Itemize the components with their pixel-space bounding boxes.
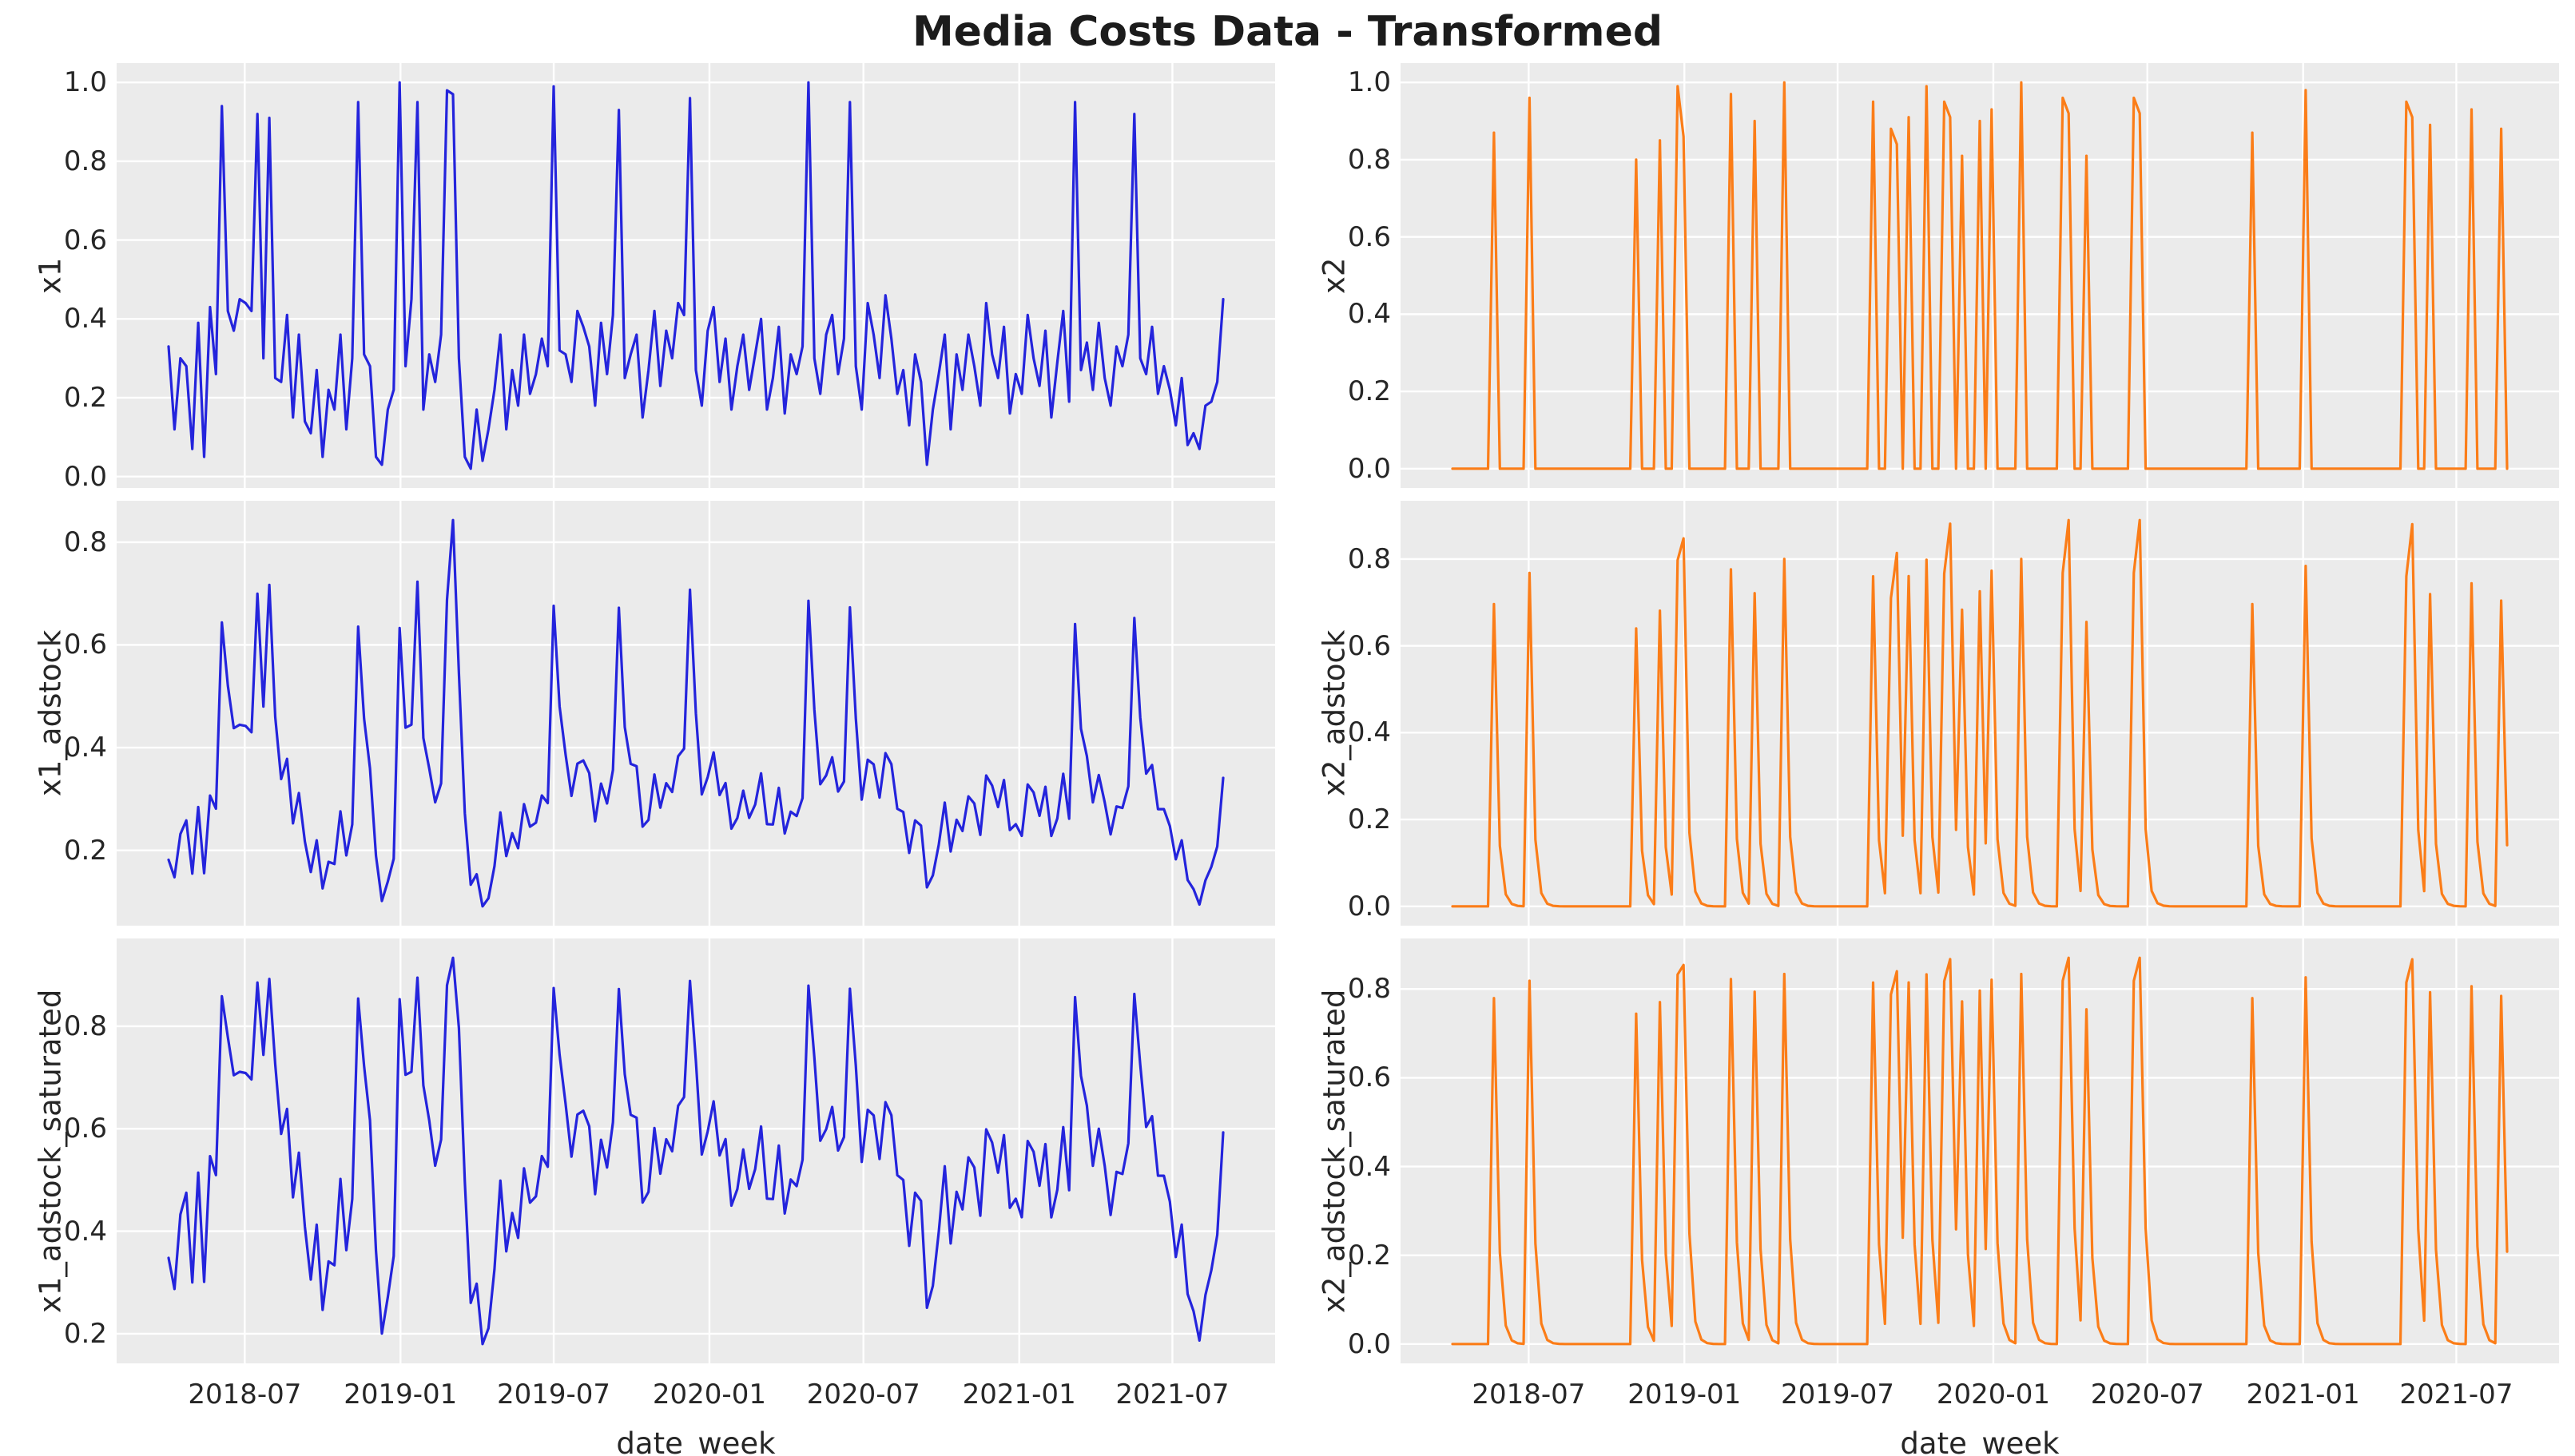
plot-area-x2 — [1401, 63, 2559, 488]
y-tick-label: 0.4 — [1347, 716, 1391, 749]
x-tick-label: 2020-07 — [2090, 1379, 2204, 1410]
series-line-x1_adstock — [167, 518, 1225, 908]
y-tick-label: 0.6 — [63, 629, 107, 661]
series-line-x1_adstock_saturated — [167, 956, 1225, 1346]
plot-area-x1-adstock — [117, 501, 1275, 926]
y-tick-label: 0.0 — [63, 460, 107, 493]
y-tick-label: 0.2 — [1347, 375, 1391, 408]
x-tick-label: 2021-07 — [1115, 1379, 1230, 1410]
y-tick-label: 0.6 — [1347, 220, 1391, 253]
y-tick-label: 1.0 — [63, 66, 107, 99]
plot-area-x1-adstock-saturated — [117, 938, 1275, 1363]
x-tick-label: 2019-07 — [496, 1379, 611, 1410]
x-axis-label-right: date_week — [1900, 1426, 2060, 1456]
plot-background — [117, 938, 1275, 1363]
x-tick-label: 2019-07 — [1780, 1379, 1895, 1410]
subplot-x2 — [1401, 63, 2559, 488]
y-tick-label: 0.8 — [63, 1010, 107, 1042]
y-tick-label: 0.0 — [1347, 890, 1391, 922]
y-tick-label: 0.2 — [63, 834, 107, 867]
plot-area-x2-adstock-saturated — [1401, 938, 2559, 1363]
subplot-x2-adstock — [1401, 501, 2559, 926]
figure-title: Media Costs Data - Transformed — [912, 8, 1663, 56]
x-tick-label: 2020-07 — [806, 1379, 920, 1410]
x-tick-label: 2019-01 — [344, 1379, 458, 1410]
y-tick-label: 0.8 — [1347, 542, 1391, 575]
series-line-x2_adstock — [1451, 518, 2509, 908]
x-tick-label: 2021-07 — [2399, 1379, 2513, 1410]
y-tick-label: 0.2 — [63, 1317, 107, 1350]
x-tick-label: 2018-07 — [1472, 1379, 1586, 1410]
y-tick-label: 0.8 — [1347, 143, 1391, 176]
x-tick-label: 2021-01 — [962, 1379, 1076, 1410]
x-axis-label-left: date_week — [616, 1426, 776, 1456]
series-line-x2 — [1451, 81, 2509, 470]
y-tick-label: 1.0 — [1347, 66, 1391, 99]
subplot-x1 — [117, 63, 1275, 488]
y-axis-label-x1-adstock-saturated: x1_adstock_saturated — [33, 989, 68, 1313]
y-tick-label: 0.4 — [1347, 298, 1391, 331]
x-tick-label: 2019-01 — [1627, 1379, 1742, 1410]
y-tick-label: 0.6 — [63, 1113, 107, 1145]
y-tick-label: 0.8 — [63, 526, 107, 558]
x-tick-label: 2020-01 — [1936, 1379, 2050, 1410]
plot-area-x1 — [117, 63, 1275, 488]
x-tick-label: 2021-01 — [2246, 1379, 2360, 1410]
series-line-x1 — [167, 81, 1225, 470]
x-tick-label: 2018-07 — [188, 1379, 302, 1410]
subplot-x1-adstock-saturated — [117, 938, 1275, 1363]
y-tick-label: 0.4 — [63, 732, 107, 764]
y-tick-label: 0.4 — [63, 1215, 107, 1248]
series-line-x2_adstock_saturated — [1451, 956, 2509, 1346]
y-tick-label: 0.2 — [63, 381, 107, 414]
subplot-x1-adstock — [117, 501, 1275, 926]
y-tick-label: 0.4 — [1347, 1150, 1391, 1183]
y-tick-label: 0.0 — [1347, 1327, 1391, 1360]
subplot-x2-adstock-saturated — [1401, 938, 2559, 1363]
y-axis-label-x1: x1 — [33, 257, 68, 294]
y-tick-label: 0.2 — [1347, 803, 1391, 836]
y-tick-label: 0.0 — [1347, 452, 1391, 485]
x-tick-label: 2020-01 — [652, 1379, 766, 1410]
y-tick-label: 0.6 — [1347, 629, 1391, 662]
y-tick-label: 0.6 — [1347, 1061, 1391, 1094]
y-tick-label: 0.8 — [1347, 973, 1391, 1006]
y-tick-label: 0.8 — [63, 145, 107, 177]
y-tick-label: 0.4 — [63, 303, 107, 335]
plot-background — [1401, 501, 2559, 926]
plot-background — [117, 63, 1275, 488]
plot-area-x2-adstock — [1401, 501, 2559, 926]
y-tick-label: 0.6 — [63, 224, 107, 256]
y-axis-label-x2: x2 — [1317, 257, 1352, 294]
y-tick-label: 0.2 — [1347, 1239, 1391, 1272]
